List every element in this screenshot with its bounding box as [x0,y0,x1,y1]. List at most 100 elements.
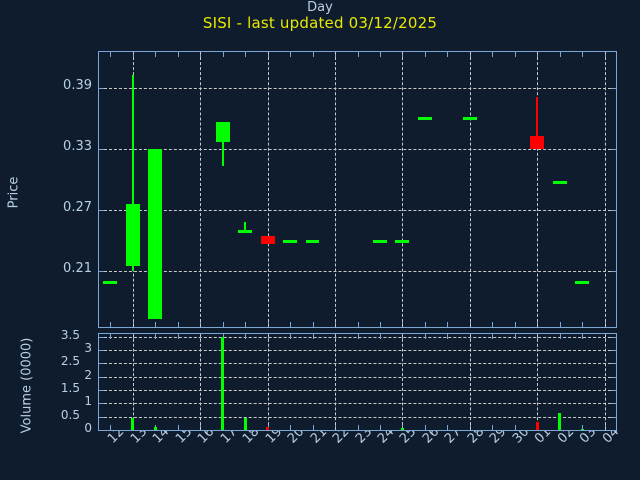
day-gridline [537,52,539,327]
volume-tick-label: 0.5 [60,407,80,422]
volume-bar [400,427,404,430]
day-tick [290,52,292,57]
candle-body [305,240,320,243]
candle-wick [244,222,247,232]
volume-tick [611,390,616,391]
day-tick [222,334,224,339]
price-gridline [99,148,616,150]
volume-tick [611,376,616,378]
volume-tick [611,416,616,418]
volume-tick [611,336,616,338]
day-tick [492,425,494,430]
day-tick [245,334,247,339]
volume-axis-title: Volume (0000) [19,337,35,434]
day-tick [245,322,247,327]
day-tick [514,52,516,57]
candle-body [125,203,140,266]
x-axis-title-text: Day [307,0,333,15]
price-tick-label: 0.33 [63,138,92,154]
day-tick [110,425,112,430]
candle-body [530,135,545,149]
day-tick [290,322,292,327]
day-tick [312,425,314,430]
day-tick [222,52,224,57]
day-gridline [402,334,404,430]
volume-gridline [99,390,616,391]
day-tick [514,425,516,430]
day-tick [357,322,359,327]
day-tick [447,425,449,430]
day-tick [447,334,449,339]
candle-wick [536,96,539,149]
volume-gridline [99,403,616,405]
day-gridline [604,334,606,430]
day-tick [379,52,381,57]
day-tick [447,322,449,327]
volume-tick [611,363,616,365]
day-tick [424,425,426,430]
volume-gridline [99,376,616,378]
volume-tick-label: 3 [84,341,92,355]
volume-tick-label: 2 [84,367,92,382]
day-tick [514,322,516,327]
volume-bar [243,418,247,430]
candle-body [395,240,410,243]
day-tick [245,52,247,57]
volume-bar [580,428,584,430]
volume-tick-label: 1 [84,394,92,409]
volume-bar [131,418,135,430]
candle-body [238,230,253,233]
volume-bar [221,336,225,430]
day-tick [582,334,584,339]
day-gridline [469,52,471,327]
day-gridline [200,334,202,430]
x-axis-title: Day [0,0,640,15]
day-tick [582,425,584,430]
volume-tick [99,416,104,418]
volume-bar [535,422,539,430]
volume-tick [611,403,616,405]
day-tick [110,322,112,327]
candle-wick [131,75,134,271]
day-tick [559,322,561,327]
volume-tick [99,403,104,405]
day-tick [379,334,381,339]
day-gridline [267,52,269,327]
day-gridline [335,334,337,430]
price-tick-label: 0.21 [63,260,92,276]
volume-tick [99,336,104,338]
price-tick [611,148,616,150]
volume-tick-label: 3.5 [60,327,80,342]
volume-tick-label: 1.5 [60,381,80,395]
price-plot-area [98,51,617,328]
price-gridline [99,87,616,89]
candle-body [552,181,567,184]
day-gridline [402,52,404,327]
day-tick [582,52,584,57]
day-tick [514,334,516,339]
price-tick-labels: 0.39 0.33 0.27 0.21 [20,51,92,328]
day-gridline [267,334,269,430]
day-gridline [469,334,471,430]
volume-gridline [99,416,616,418]
day-tick [424,52,426,57]
day-tick [155,322,157,327]
price-tick [611,87,616,89]
volume-tick [611,350,616,351]
day-tick [155,52,157,57]
volume-bar [558,413,562,430]
day-tick [290,425,292,430]
candle-body [215,122,230,142]
day-tick [312,334,314,339]
day-tick [492,52,494,57]
price-tick [99,87,104,89]
candle-body [462,117,477,120]
price-tick [611,209,616,211]
day-gridline [335,52,337,327]
price-tick-label: 0.39 [63,77,92,93]
volume-bar [153,426,157,430]
day-tick [177,322,179,327]
day-tick [177,52,179,57]
candle-body [575,281,590,284]
